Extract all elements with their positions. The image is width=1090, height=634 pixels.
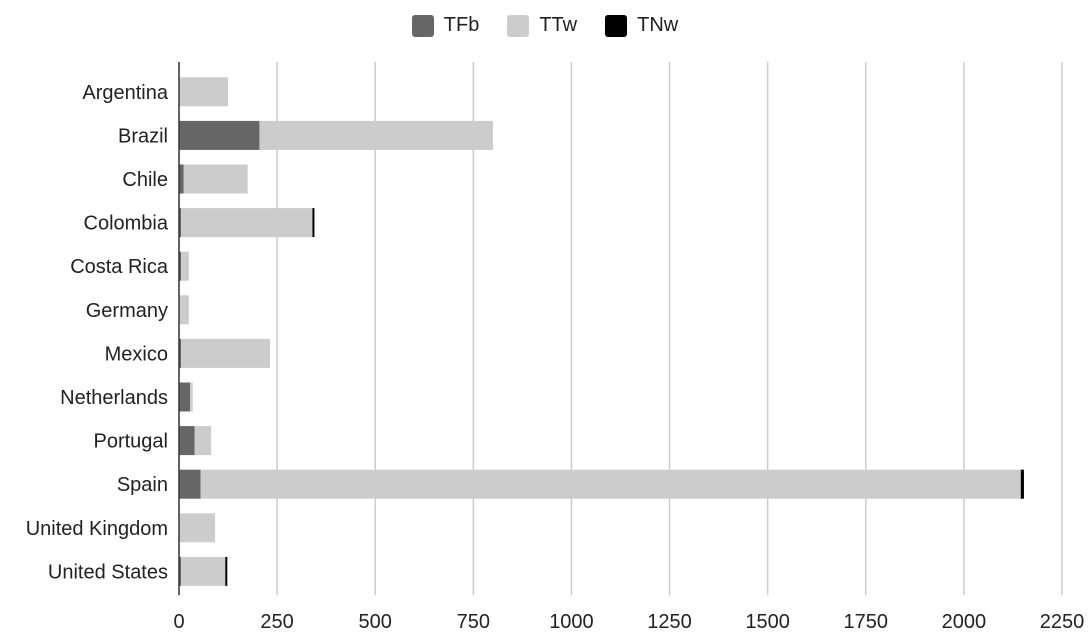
bar-segment-tfb xyxy=(179,556,181,586)
legend-label-ttw: TTw xyxy=(539,14,578,36)
legend-item-ttw: TTw xyxy=(507,14,577,37)
bar-segment-ttw xyxy=(179,77,229,107)
legend-item-tnw: TNw xyxy=(605,14,678,37)
y-category-label: Costa Rica xyxy=(70,256,169,278)
bar-segment-tnw xyxy=(312,208,315,238)
y-category-label: Germany xyxy=(86,300,168,322)
x-tick-label: 250 xyxy=(260,611,293,633)
bar-segment-tfb xyxy=(179,426,195,456)
y-category-label: Netherlands xyxy=(60,387,168,409)
bar-segment-tfb xyxy=(179,164,184,194)
chart-legend: TFb TTw TNw xyxy=(0,14,1090,37)
bar-segment-tfb xyxy=(179,251,181,281)
y-category-label: Colombia xyxy=(84,213,169,235)
y-category-label: United Kingdom xyxy=(26,518,168,540)
bar-segment-tfb xyxy=(179,469,201,499)
bar-segment-ttw xyxy=(179,513,216,543)
x-tick-label: 500 xyxy=(359,611,392,633)
bar-segment-ttw xyxy=(183,164,248,194)
legend-swatch-tnw xyxy=(605,14,628,37)
bar-segment-tfb xyxy=(179,382,190,412)
bar-segment-tfb xyxy=(179,338,181,368)
bar-segment-ttw xyxy=(200,469,1021,499)
bar-segment-ttw xyxy=(259,120,493,150)
y-category-label: United States xyxy=(48,561,168,583)
legend-label-tnw: TNw xyxy=(637,14,679,36)
x-tick-label: 0 xyxy=(173,611,184,633)
legend-label-tfb: TFb xyxy=(443,14,480,36)
x-tick-label: 2250 xyxy=(1040,611,1085,633)
legend-item-tfb: TFb xyxy=(411,14,480,37)
bar-segment-ttw xyxy=(180,208,313,238)
bar-segment-ttw xyxy=(180,556,226,586)
y-category-label: Argentina xyxy=(82,82,168,104)
bar-segment-tnw xyxy=(225,556,228,586)
y-category-label: Chile xyxy=(122,169,168,191)
bar-segment-ttw xyxy=(189,382,193,412)
bar-segment-ttw xyxy=(179,295,189,325)
bar-segment-tfb xyxy=(179,208,181,238)
x-tick-label: 1000 xyxy=(549,611,594,633)
legend-swatch-ttw xyxy=(507,14,530,37)
y-category-label: Portugal xyxy=(94,431,169,453)
bar-segment-ttw xyxy=(194,426,212,456)
x-tick-label: 1750 xyxy=(844,611,889,633)
y-category-label: Mexico xyxy=(105,343,168,365)
x-tick-label: 750 xyxy=(457,611,490,633)
bar-segment-ttw xyxy=(180,251,189,281)
legend-swatch-tfb xyxy=(411,14,434,37)
bar-segment-ttw xyxy=(180,338,271,368)
bar-segment-tfb xyxy=(179,120,260,150)
x-tick-label: 1250 xyxy=(647,611,692,633)
bar-segment-tnw xyxy=(1020,469,1024,499)
y-category-label: Spain xyxy=(117,474,168,496)
x-tick-label: 1500 xyxy=(745,611,790,633)
x-tick-label: 2000 xyxy=(942,611,987,633)
y-category-label: Brazil xyxy=(118,125,168,147)
